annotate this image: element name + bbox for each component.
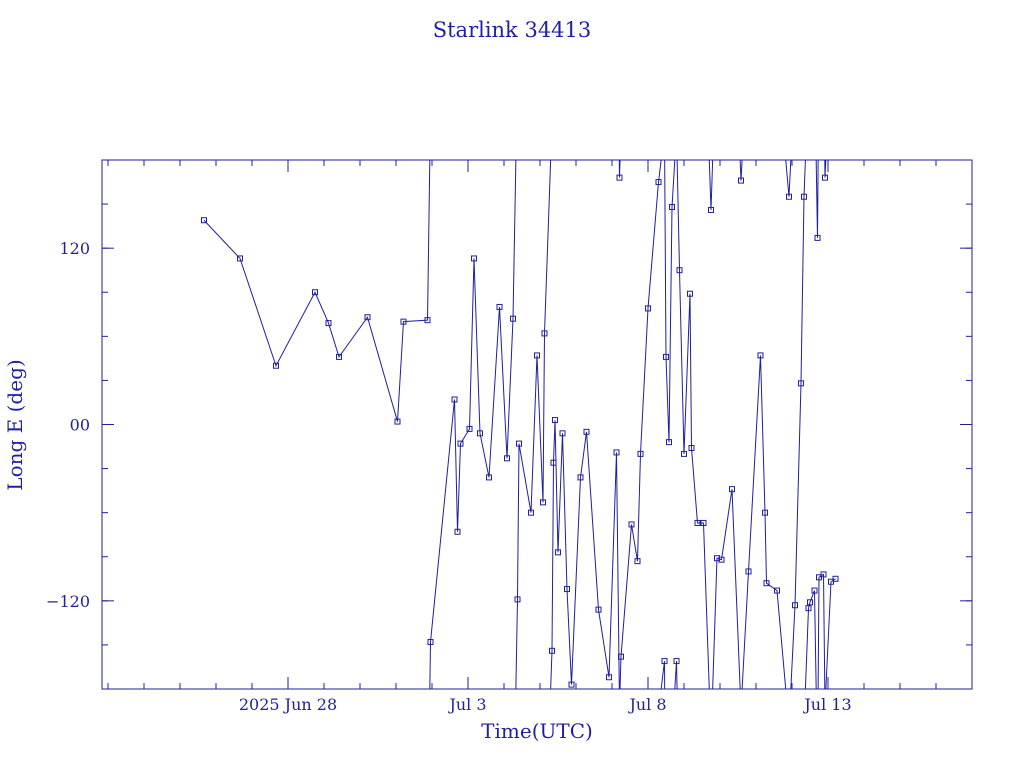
axis-ticks <box>102 159 973 690</box>
data-point <box>645 305 651 312</box>
x-axis-label: Time(UTC) <box>481 719 593 743</box>
data-point <box>628 521 635 528</box>
data-point <box>457 440 464 447</box>
data-point <box>694 519 701 526</box>
data-point <box>606 674 612 681</box>
data-point <box>832 575 839 582</box>
data-point <box>516 440 522 447</box>
data-point <box>312 289 318 296</box>
data-point <box>477 430 483 437</box>
data-point <box>634 558 641 565</box>
data-point <box>510 315 516 322</box>
data-point <box>669 204 675 211</box>
y-tick-label: 00 <box>70 416 90 435</box>
data-point <box>613 449 620 456</box>
data-point <box>774 587 780 594</box>
x-tick-label: 2025 Jun 28 <box>239 695 337 714</box>
data-point <box>745 568 752 575</box>
data-point <box>762 509 768 516</box>
data-point <box>814 234 821 241</box>
y-tick-label: 120 <box>59 239 90 258</box>
data-point <box>688 445 695 452</box>
plot-frame <box>101 159 973 690</box>
data-point <box>454 528 461 535</box>
data-point <box>555 549 561 556</box>
data-point <box>763 580 770 587</box>
data-point <box>801 193 807 200</box>
data-point <box>564 586 570 593</box>
data-point <box>663 353 669 360</box>
data-point <box>496 303 503 310</box>
data-point <box>427 638 434 645</box>
data-point <box>577 474 584 481</box>
data-point <box>637 450 644 457</box>
data-point <box>822 174 828 181</box>
data-point <box>681 450 687 457</box>
data-point <box>471 255 477 262</box>
data-point <box>738 177 744 184</box>
data-point <box>618 653 624 660</box>
data-point <box>486 474 492 481</box>
data-point <box>534 352 540 359</box>
y-axis-label: Long E (deg) <box>3 359 27 490</box>
data-point <box>729 486 735 493</box>
data-point <box>700 519 707 526</box>
series-group <box>201 160 839 689</box>
x-tick-label: Jul 13 <box>802 695 851 714</box>
data-point <box>616 174 623 181</box>
x-tick-label: Jul 3 <box>447 695 486 714</box>
data-point <box>400 318 407 325</box>
data-point <box>325 320 332 327</box>
data-point <box>687 290 693 297</box>
series-path <box>203 160 836 689</box>
data-point <box>595 606 602 613</box>
axis-tick-labels: 2025 Jun 28 Jul 3 Jul 8 Jul 13 −120 00 120 <box>46 239 852 714</box>
data-point <box>708 206 714 213</box>
data-point <box>504 455 510 462</box>
data-point <box>807 599 813 606</box>
data-point <box>676 267 683 274</box>
data-point <box>424 317 431 324</box>
data-point <box>451 396 458 403</box>
data-point <box>673 658 680 665</box>
data-point <box>364 314 371 321</box>
data-point <box>559 430 566 437</box>
data-point <box>514 596 521 603</box>
x-tick-label: Jul 8 <box>627 695 666 714</box>
data-point <box>201 217 207 224</box>
y-tick-label: −120 <box>46 592 90 611</box>
data-point <box>540 499 546 506</box>
data-point <box>798 380 804 387</box>
data-point <box>792 602 798 609</box>
data-point <box>583 428 590 435</box>
data-point <box>394 418 401 425</box>
chart-title: Starlink 34413 <box>433 18 592 42</box>
data-point <box>805 605 812 612</box>
data-point <box>820 571 827 578</box>
data-point <box>237 255 243 262</box>
data-point <box>550 459 557 466</box>
data-point <box>273 362 279 369</box>
data-point <box>718 556 725 563</box>
data-point <box>655 179 662 186</box>
data-point <box>466 425 473 432</box>
data-point <box>661 658 668 665</box>
data-point <box>786 193 792 200</box>
data-point <box>541 330 548 337</box>
data-point <box>666 439 672 446</box>
data-point <box>568 681 575 688</box>
data-point <box>552 417 558 424</box>
data-point <box>757 352 764 359</box>
data-point <box>811 587 818 594</box>
series-line <box>201 160 839 689</box>
data-point <box>336 353 342 360</box>
data-point <box>549 647 555 654</box>
data-point <box>528 509 534 516</box>
